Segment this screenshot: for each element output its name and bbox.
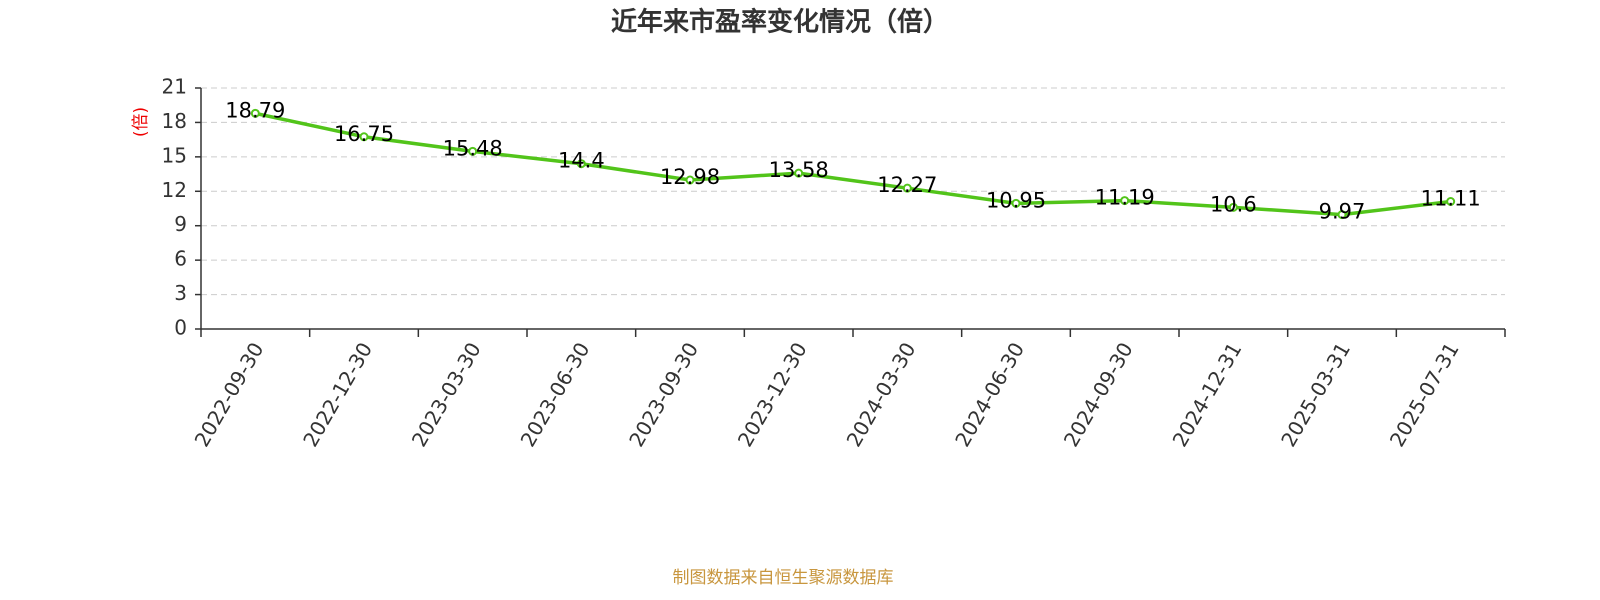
x-tick-label: 2024-12-31 [1168,338,1247,451]
x-tick-label: 2024-09-30 [1059,338,1138,451]
y-tick-label: 3 [174,281,187,305]
x-tick-label: 2025-03-31 [1276,338,1355,451]
y-tick-label: 15 [162,143,187,167]
x-tick-label: 2025-07-31 [1385,338,1464,451]
x-tick-label: 2023-12-30 [733,338,812,451]
data-label: 10.6 [1210,192,1257,216]
point [1337,210,1347,220]
data-label: 12.98 [660,165,720,189]
y-tick-label: 12 [162,178,187,202]
point [1120,196,1130,206]
line [254,111,1451,217]
x-tick-label: 2024-06-30 [950,338,1029,451]
point [685,175,695,185]
data-label: 14.4 [558,149,605,173]
x-tick-label: 2023-06-30 [516,338,595,451]
point [1228,202,1238,212]
point [794,168,804,178]
x-tick-label: 2022-12-30 [298,338,377,451]
point [468,146,478,156]
x-tick-label: 2024-03-30 [842,338,921,451]
y-axis-label: (倍) [131,107,151,137]
footer: 制图数据来自恒生聚源数据库 [673,568,894,588]
x-tick-label: 2023-09-30 [624,338,703,451]
data-label: 12.27 [877,173,937,197]
data-label: 9.97 [1319,200,1366,224]
point [1446,196,1456,206]
x-tick-label: 2022-09-30 [190,338,269,451]
y-tick-label: 21 [162,75,187,99]
data-label: 13.58 [769,158,829,182]
data-label: 10.95 [986,188,1046,212]
y-tick-label: 18 [162,109,187,133]
y-tick-label: 0 [174,316,187,340]
data-label: 11.11 [1421,186,1481,210]
point [359,132,369,142]
point [250,108,260,118]
data-label: 11.19 [1095,186,1155,210]
data-label: 18.79 [225,98,285,122]
data-label: 15.48 [443,136,503,160]
chart-title: 近年来市盈率变化情况（倍） [611,7,949,38]
y-tick-label: 6 [174,247,187,271]
point [1011,198,1021,208]
y-tick-label: 9 [174,212,187,236]
data-label: 16.75 [334,122,394,146]
x-tick-label: 2023-03-30 [407,338,486,451]
point [902,183,912,193]
point [576,159,586,169]
